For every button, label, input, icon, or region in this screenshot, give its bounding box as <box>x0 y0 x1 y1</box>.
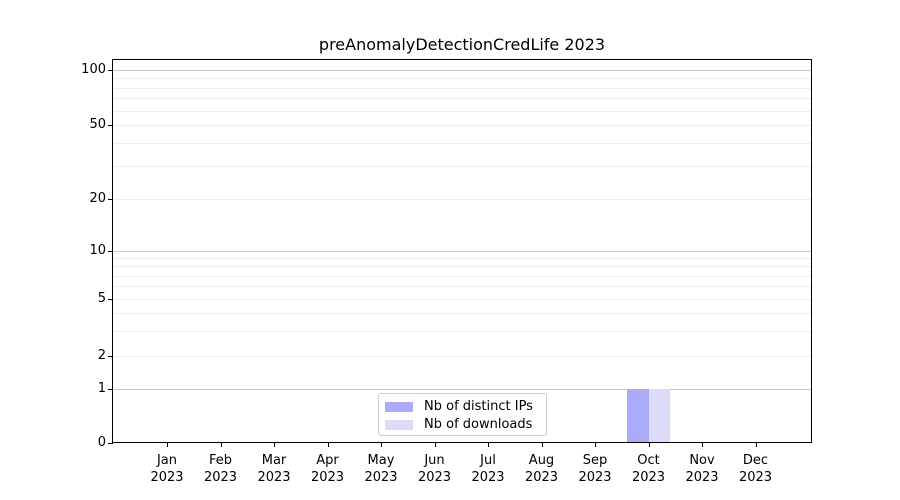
y-tick-label-100: 100 <box>81 62 106 77</box>
gridline-major-1 <box>113 389 811 390</box>
x-tick-mark-aug <box>541 443 543 447</box>
x-tick-label-jul: Jul 2023 <box>456 452 520 486</box>
x-tick-month: Oct <box>637 453 660 468</box>
legend: Nb of distinct IPs Nb of downloads <box>378 393 547 436</box>
x-tick-year: 2023 <box>150 470 184 485</box>
legend-label-distinct-ips: Nb of distinct IPs <box>424 399 533 414</box>
gridline-minor-5 <box>113 299 811 300</box>
y-tick-label-1: 1 <box>97 381 106 396</box>
x-tick-mark-apr <box>327 443 329 447</box>
x-tick-year: 2023 <box>631 470 666 485</box>
x-tick-year: 2023 <box>257 470 291 485</box>
x-tick-mark-oct <box>648 443 650 447</box>
gridline-minor-80 <box>113 87 811 89</box>
legend-item-downloads: Nb of downloads <box>385 416 540 433</box>
y-tick-label-5: 5 <box>97 291 106 306</box>
x-tick-label-sep: Sep 2023 <box>563 452 627 486</box>
y-tick-label-50: 50 <box>89 117 106 132</box>
gridline-minor-2 <box>113 356 811 357</box>
x-tick-year: 2023 <box>524 470 559 485</box>
x-tick-month: Dec <box>742 453 769 468</box>
x-tick-year: 2023 <box>417 470 452 485</box>
x-tick-label-mar: Mar 2023 <box>242 452 306 486</box>
x-tick-month: May <box>367 453 395 468</box>
x-tick-label-feb: Feb 2023 <box>189 452 253 486</box>
x-tick-label-dec: Dec 2023 <box>724 452 788 486</box>
x-tick-label-nov: Nov 2023 <box>670 452 734 486</box>
y-tick-label-20: 20 <box>89 191 106 206</box>
x-tick-year: 2023 <box>471 470 505 485</box>
x-tick-month: Nov <box>689 453 715 468</box>
gridline-minor-40 <box>113 143 811 145</box>
x-tick-year: 2023 <box>203 470 238 485</box>
y-tick-mark-5 <box>108 299 113 300</box>
x-tick-month: Feb <box>208 453 233 468</box>
x-tick-label-may: May 2023 <box>349 452 413 486</box>
gridline-major-100 <box>113 70 811 71</box>
gridline-minor-90 <box>113 78 811 80</box>
y-tick-mark-1 <box>108 389 113 390</box>
x-tick-year: 2023 <box>685 470 719 485</box>
x-tick-month: Jun <box>424 453 445 468</box>
plot-area: Nb of distinct IPs Nb of downloads <box>112 59 812 443</box>
gridline-minor-8 <box>113 266 811 268</box>
x-tick-month: Mar <box>261 453 287 468</box>
gridline-minor-70 <box>113 98 811 100</box>
x-tick-year: 2023 <box>738 470 773 485</box>
gridline-minor-3 <box>113 330 811 332</box>
bar-nb-of-downloads-oct <box>648 389 670 442</box>
x-tick-month: Aug <box>528 453 555 468</box>
y-tick-label-0: 0 <box>97 435 106 450</box>
x-tick-mark-dec <box>755 443 757 447</box>
gridline-minor-30 <box>113 166 811 168</box>
x-tick-label-aug: Aug 2023 <box>510 452 574 486</box>
x-tick-mark-jan <box>167 443 168 447</box>
gridline-minor-50 <box>113 125 811 126</box>
x-tick-mark-sep <box>595 443 596 447</box>
gridline-minor-20 <box>113 199 811 200</box>
y-tick-mark-0 <box>108 443 113 444</box>
chart-title: preAnomalyDetectionCredLife 2023 <box>318 35 606 54</box>
y-tick-label-10: 10 <box>89 243 106 258</box>
y-tick-mark-100 <box>108 70 113 71</box>
x-tick-mark-jul <box>488 443 489 447</box>
x-tick-label-jun: Jun 2023 <box>403 452 467 486</box>
gridline-minor-60 <box>113 110 811 112</box>
gridline-minor-7 <box>113 275 811 277</box>
gridline-minor-9 <box>113 258 811 260</box>
x-tick-label-apr: Apr 2023 <box>296 452 360 486</box>
gridline-minor-4 <box>113 312 811 314</box>
x-tick-mark-jun <box>434 443 436 447</box>
x-tick-year: 2023 <box>310 470 345 485</box>
x-tick-month: Jul <box>480 453 496 468</box>
x-tick-mark-nov <box>702 443 703 447</box>
x-tick-mark-may <box>381 443 382 447</box>
x-tick-year: 2023 <box>364 470 398 485</box>
x-tick-month: Apr <box>316 453 339 468</box>
legend-label-downloads: Nb of downloads <box>424 417 533 432</box>
legend-item-distinct-ips: Nb of distinct IPs <box>385 398 540 415</box>
x-tick-year: 2023 <box>578 470 612 485</box>
x-tick-mark-feb <box>220 443 222 447</box>
legend-swatch-distinct-ips <box>385 401 413 412</box>
x-tick-mark-mar <box>274 443 275 447</box>
y-tick-mark-50 <box>108 125 113 126</box>
legend-swatch-downloads <box>385 419 413 430</box>
y-tick-mark-10 <box>108 251 113 252</box>
x-tick-month: Sep <box>582 453 608 468</box>
y-tick-mark-20 <box>108 199 113 200</box>
bar-nb-of-distinct-ips-oct <box>627 389 649 442</box>
x-tick-label-oct: Oct 2023 <box>617 452 681 486</box>
gridline-major-10 <box>113 251 811 252</box>
x-tick-label-jan: Jan 2023 <box>135 452 199 486</box>
gridline-minor-6 <box>113 286 811 288</box>
y-tick-label-2: 2 <box>97 348 106 363</box>
x-tick-month: Jan <box>156 453 178 468</box>
y-tick-mark-2 <box>108 356 113 357</box>
